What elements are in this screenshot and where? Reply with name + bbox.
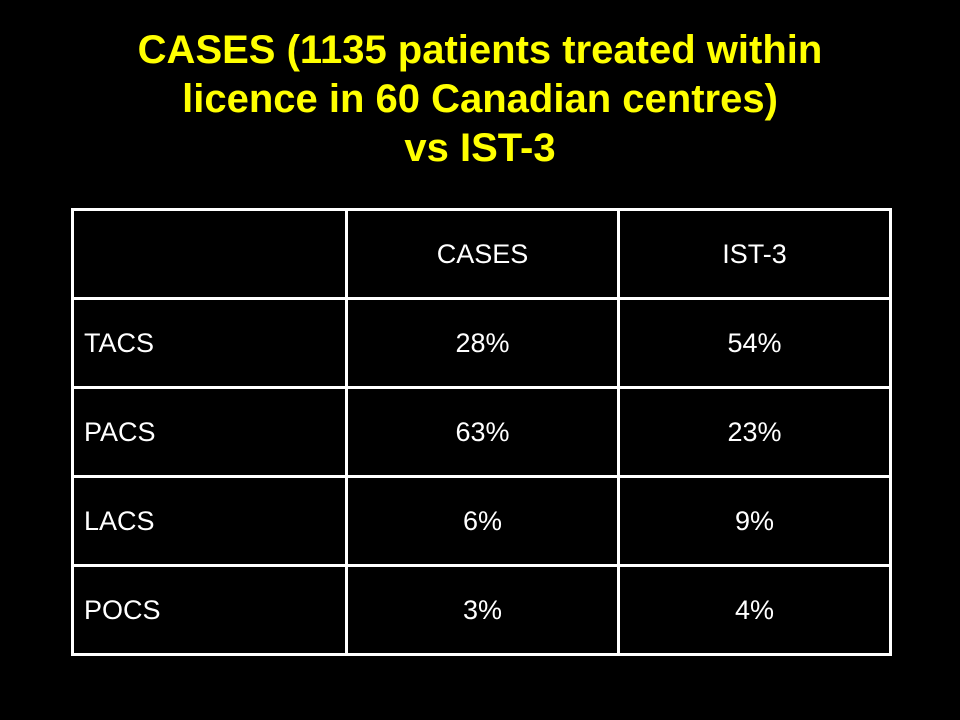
table-row: TACS 28% 54% xyxy=(71,297,892,389)
ist3-value: 4% xyxy=(617,564,892,656)
table-row: POCS 3% 4% xyxy=(71,564,892,656)
title-line-1: CASES (1135 patients treated within xyxy=(137,28,823,72)
ist3-value: 54% xyxy=(617,297,892,389)
title-line-3: vs IST-3 xyxy=(404,126,556,170)
row-label: TACS xyxy=(71,297,348,389)
header-cell-cases: CASES xyxy=(345,208,620,300)
row-label: POCS xyxy=(71,564,348,656)
ist3-value: 23% xyxy=(617,386,892,478)
cases-value: 6% xyxy=(345,475,620,567)
cases-value: 63% xyxy=(345,386,620,478)
title-line-2: licence in 60 Canadian centres) xyxy=(182,77,778,121)
header-cell-empty xyxy=(71,208,348,300)
table-row: LACS 6% 9% xyxy=(71,475,892,567)
row-label: LACS xyxy=(71,475,348,567)
table-row: PACS 63% 23% xyxy=(71,386,892,478)
header-cell-ist3: IST-3 xyxy=(617,208,892,300)
row-label: PACS xyxy=(71,386,348,478)
cases-value: 3% xyxy=(345,564,620,656)
ist3-value: 9% xyxy=(617,475,892,567)
table-header-row: CASES IST-3 xyxy=(71,208,892,300)
slide-title: CASES (1135 patients treated within lice… xyxy=(30,26,930,173)
comparison-table: CASES IST-3 TACS 28% 54% PACS 63% 23% LA… xyxy=(71,208,892,656)
cases-value: 28% xyxy=(345,297,620,389)
